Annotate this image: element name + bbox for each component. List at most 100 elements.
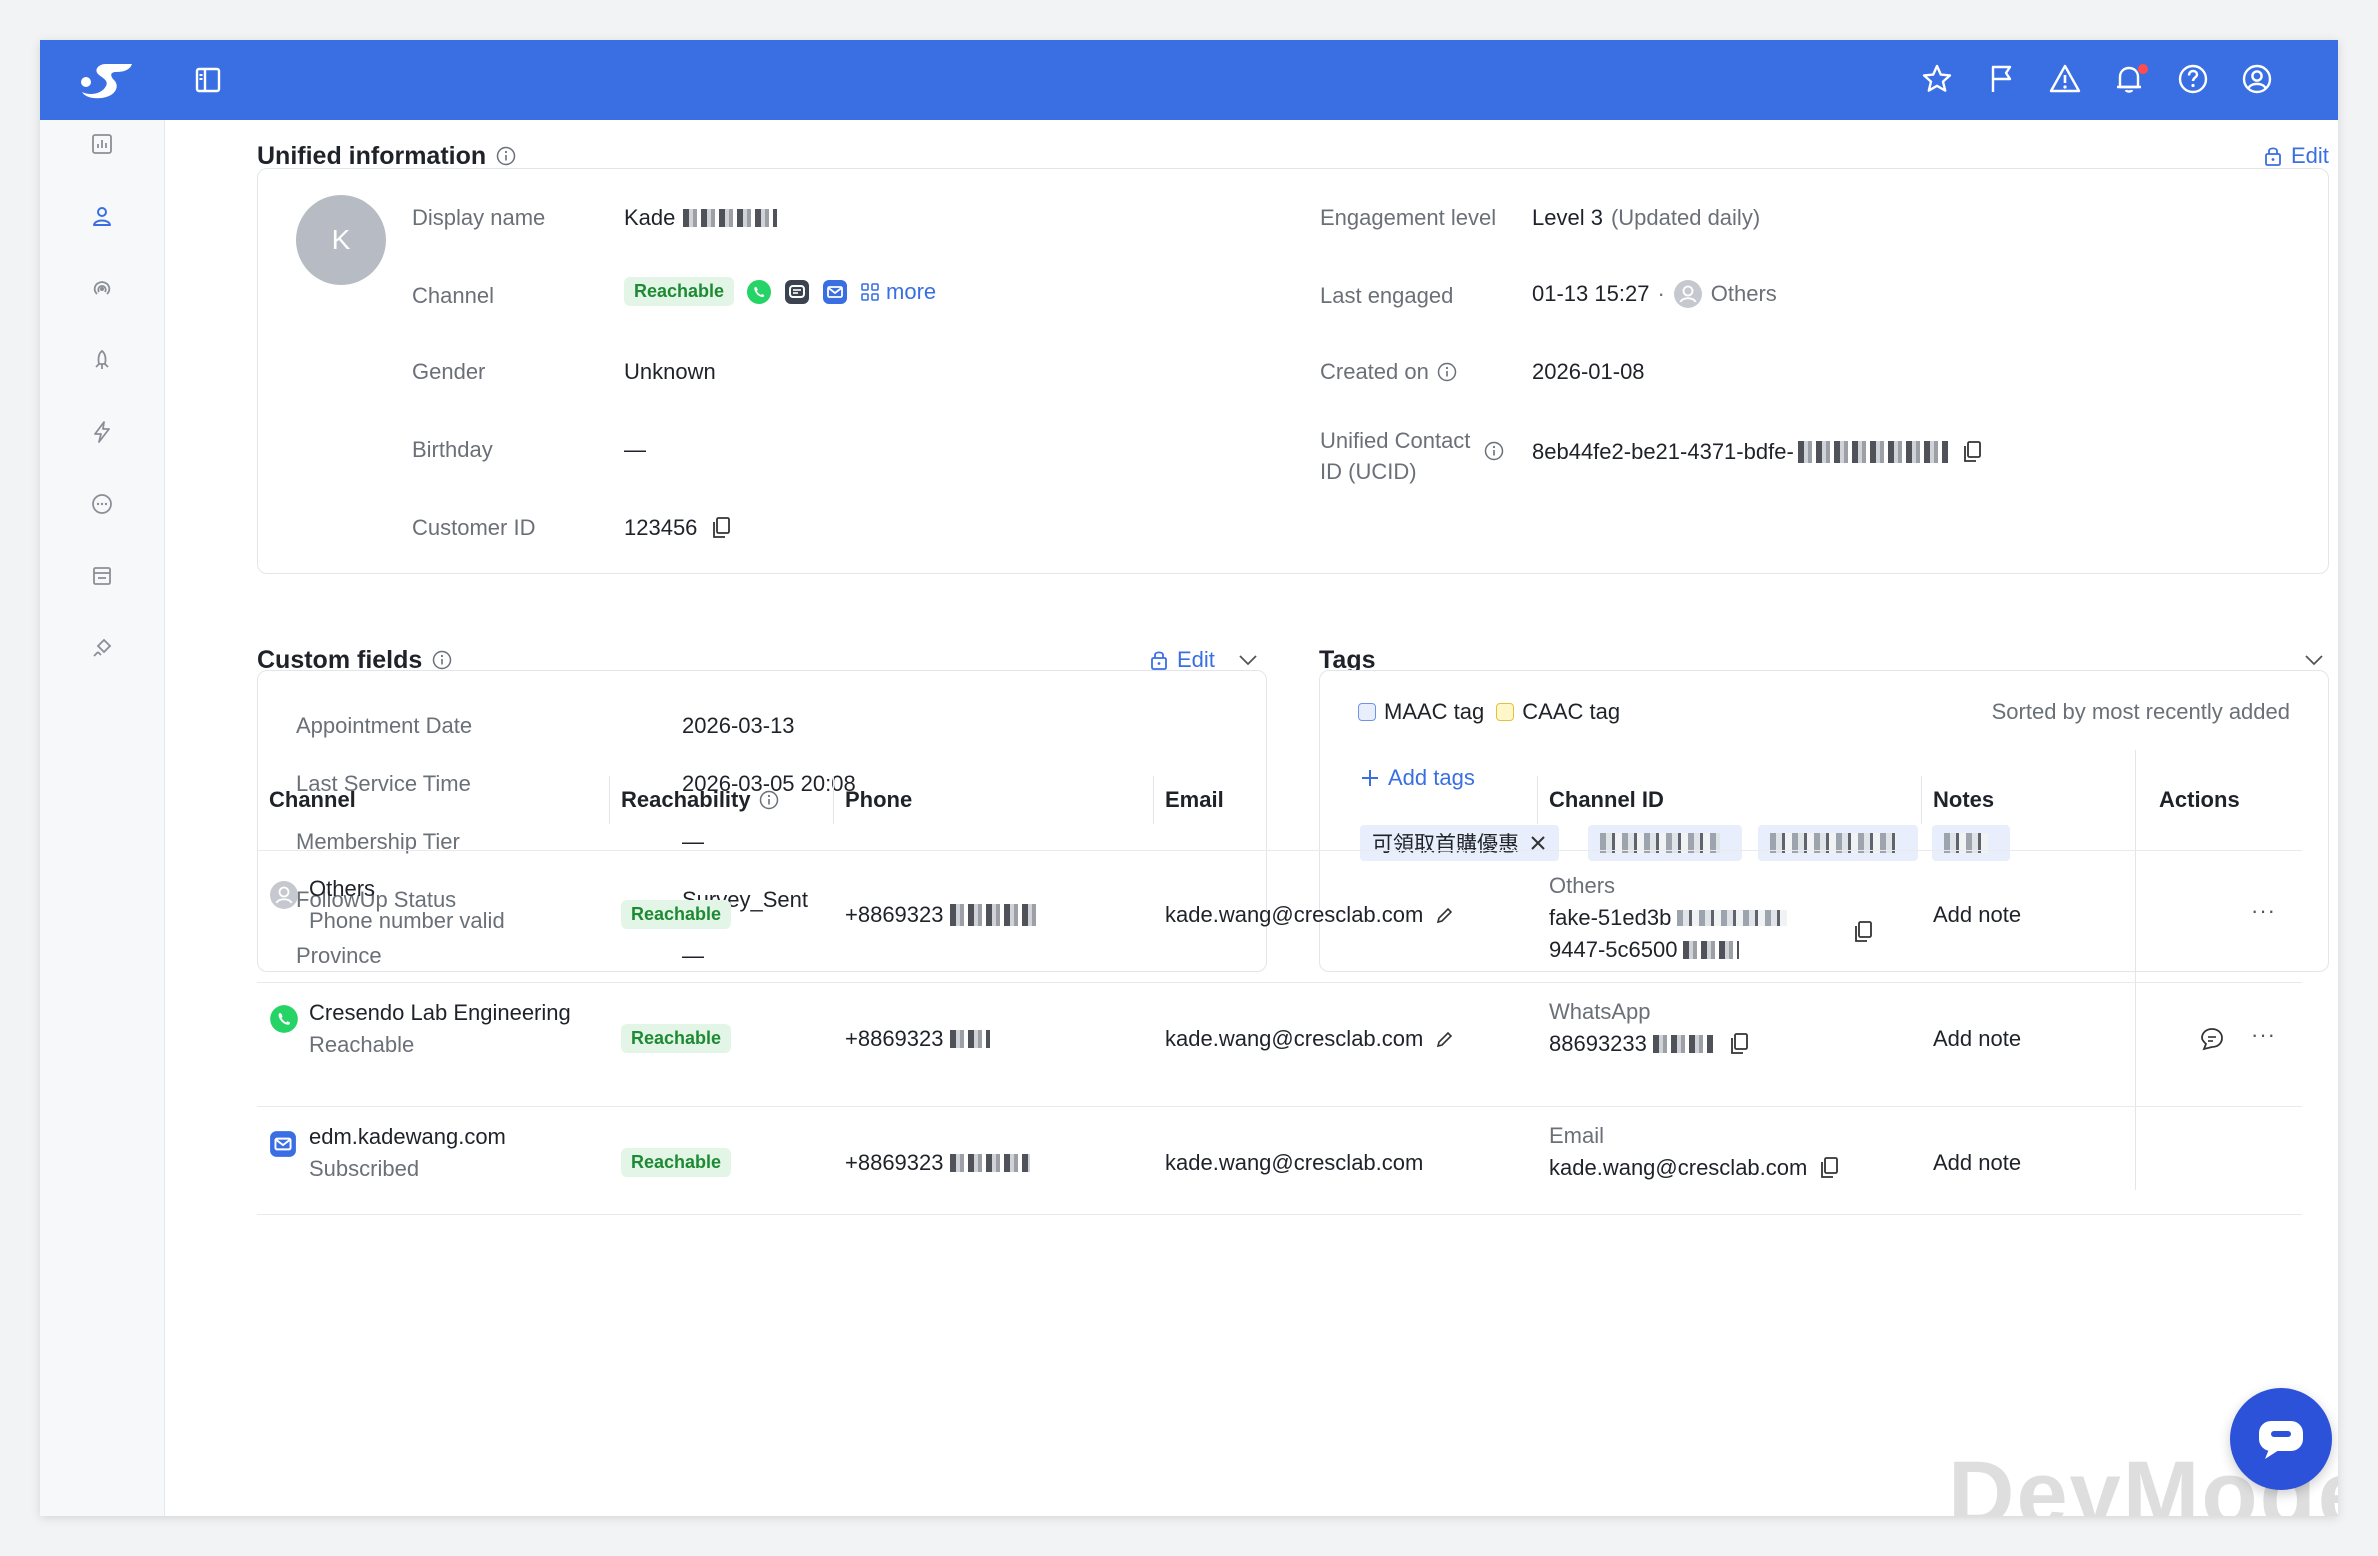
phone-cell: +8869323 [845,1026,990,1052]
copy-icon[interactable] [1729,1032,1749,1056]
copy-icon[interactable] [1853,920,1873,944]
top-bar [40,40,2338,120]
actions-column-divider [2135,750,2136,1190]
panel-toggle-icon[interactable] [194,66,222,94]
tag-pill[interactable]: 可領取首購優惠 [1360,825,1559,861]
bolt-icon[interactable] [84,414,120,450]
unified-edit-button[interactable]: Edit [2263,138,2329,174]
reachable-badge: Reachable [621,1024,732,1053]
flag-icon[interactable] [1984,62,2020,98]
channel-id-type: WhatsApp [1549,999,1651,1024]
rocket-icon[interactable] [84,342,120,378]
add-note-link[interactable]: Add note [1933,1026,2022,1051]
account-icon[interactable] [2240,62,2276,98]
info-icon[interactable] [432,650,452,670]
redacted-block [1770,833,1896,853]
engagement-level-value: Level 3 (Updated daily) [1532,205,1760,231]
ucid-label: Unified Contact ID (UCID) [1320,425,1470,487]
channel-id-text: kade.wang@cresclab.com [1549,1155,1808,1180]
reachable-badge: Reachable [624,277,735,306]
col-header-channel: Channel [269,750,356,850]
copy-icon[interactable] [1819,1156,1839,1180]
more-actions-button[interactable]: ··· [2251,898,2276,923]
app-window: Unified information Edit K Display name … [40,40,2338,1516]
add-note-link[interactable]: Add note [1933,902,2022,927]
channel-label: Channel [412,283,494,308]
custom-fields-edit-button[interactable]: Edit [1149,642,1215,678]
redacted-block [1600,833,1720,853]
add-note-link[interactable]: Add note [1933,1150,2022,1175]
col-header-actions-text: Actions [2159,787,2240,812]
tags-title-text: Tags [1319,645,1376,674]
column-divider [609,776,610,824]
redacted-block [1677,910,1788,926]
channel-value: Reachable more [624,277,936,306]
plus-icon [1362,770,1378,786]
custom-fields-edit-label: Edit [1177,647,1215,672]
custom-field-label: Membership Tier [296,829,460,854]
caac-tag-label: CAAC tag [1522,699,1621,724]
sidebar [40,120,165,1516]
channel-id-cell: Others fake-51ed3b 9447-5c6500 [1549,870,1788,966]
add-tags-button[interactable]: Add tags [1360,765,1475,791]
more-channels-link[interactable]: more [860,279,936,305]
phone-text: +8869323 [845,1150,944,1175]
copy-icon[interactable] [1962,440,1982,464]
chat-icon[interactable] [84,486,120,522]
lock-icon [2265,147,2281,166]
chart-icon[interactable] [84,126,120,162]
email-text: kade.wang@cresclab.com [1165,1150,1424,1175]
tag-pill[interactable] [1588,825,1742,861]
custom-field-label: Province [296,943,382,968]
maac-color-swatch [1358,703,1376,721]
chevron-down-icon[interactable] [1236,648,1260,672]
more-actions-button[interactable]: ··· [2251,1022,2276,1047]
row-divider [257,1214,2302,1215]
email-channel-icon[interactable] [822,279,848,305]
maac-tag-label: MAAC tag [1384,699,1485,724]
info-icon[interactable] [1484,441,1504,461]
tag-pill[interactable] [1758,825,1918,861]
ucid-text: 8eb44fe2-be21-4371-bdfe- [1532,439,1794,464]
channel-status: Reachable [309,1032,415,1057]
last-engaged-value: 01-13 15:27 · Others [1532,279,1777,309]
chat-channel-icon[interactable] [784,279,810,305]
copy-icon[interactable] [711,516,731,540]
info-icon[interactable] [1437,362,1457,382]
floating-chat-button[interactable] [2230,1388,2332,1490]
whatsapp-icon[interactable] [746,279,772,305]
person-avatar-icon [270,881,298,909]
col-header-notes: Notes [1933,750,1994,850]
main-content: Unified information Edit K Display name … [164,120,2338,1516]
reachable-badge: Reachable [621,900,732,929]
chat-bubble-icon[interactable] [2199,1026,2225,1052]
tags-title: Tags [1319,640,1376,680]
star-icon[interactable] [1920,62,1956,98]
customer-id-value: 123456 [624,515,731,541]
plug-icon[interactable] [84,630,120,666]
brand-logo[interactable] [76,60,134,100]
reachability-cell: Reachable [621,900,732,929]
info-icon[interactable] [759,790,779,810]
edit-pencil-icon[interactable] [1435,1029,1455,1049]
close-icon[interactable] [1529,834,1547,852]
channel-id-text: 88693233 [1549,1031,1647,1056]
store-icon[interactable] [84,558,120,594]
channel-id-cell: Email kade.wang@cresclab.com [1549,1120,1839,1184]
top-icons [1920,62,2276,98]
gender-value: Unknown [624,359,716,384]
broadcast-icon[interactable] [84,270,120,306]
help-icon[interactable] [2176,62,2212,98]
channel-id-line: kade.wang@cresclab.com [1549,1152,1839,1184]
info-icon[interactable] [496,146,516,166]
edit-pencil-icon[interactable] [1435,905,1455,925]
tag-pill[interactable] [1932,825,2010,861]
custom-field-label: Appointment Date [296,713,473,738]
last-engaged-label: Last engaged [1320,283,1454,308]
user-icon[interactable] [84,198,120,234]
chevron-down-icon[interactable] [2302,648,2326,672]
alert-icon[interactable] [2048,62,2084,98]
bell-icon[interactable] [2112,62,2148,98]
channel-name: Cresendo Lab Engineering [309,1000,571,1025]
phone-text: +8869323 [845,902,944,927]
